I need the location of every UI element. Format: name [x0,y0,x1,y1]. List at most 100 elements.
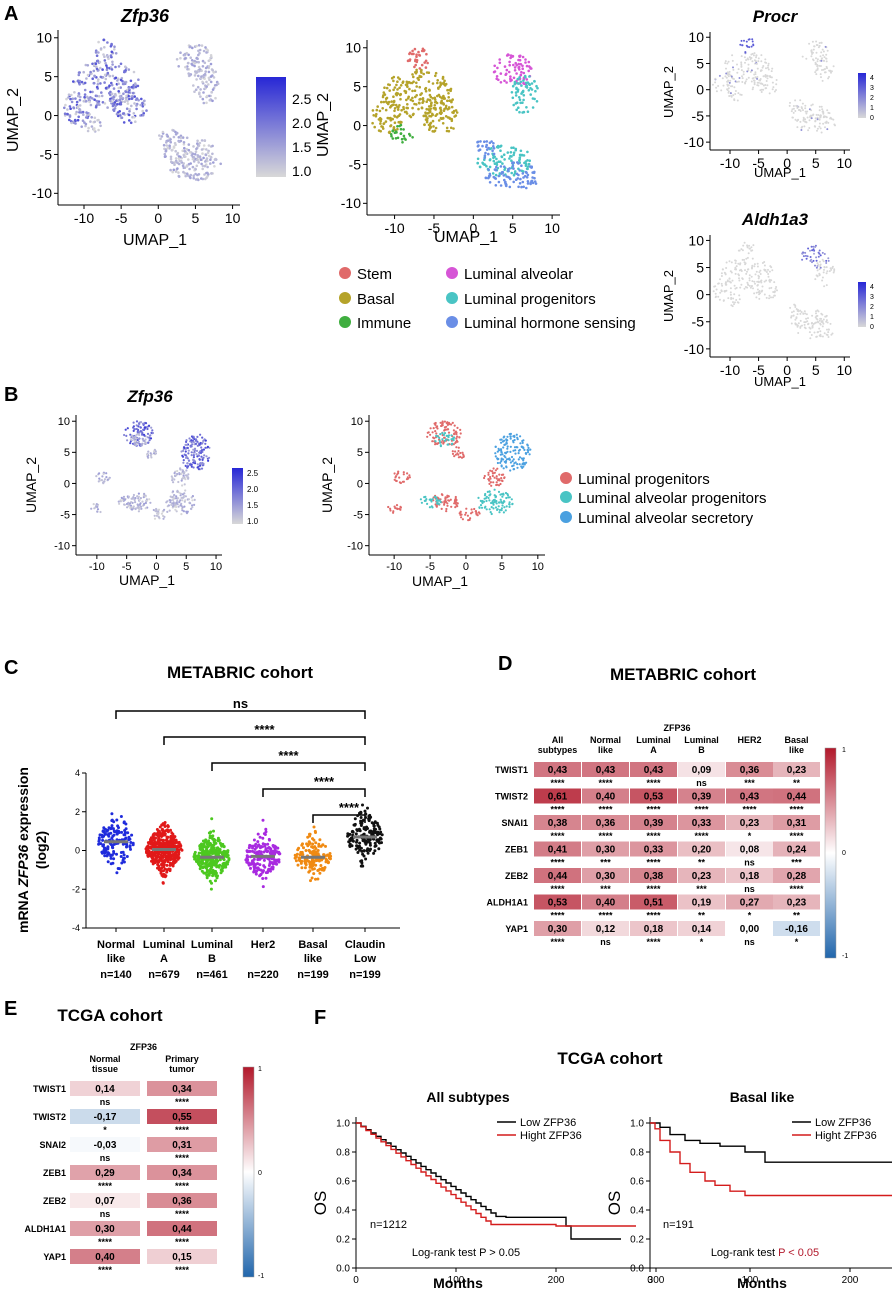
umap-point [753,265,756,268]
umap-point [422,114,426,118]
umap-point [454,495,457,499]
umap-point [481,501,484,505]
umap-point [759,269,762,272]
umap-point [193,153,197,156]
umap-point [489,469,492,472]
y-tick-label: -5 [40,146,53,162]
umap-point [66,112,69,116]
umap-point [803,321,806,324]
umap-point [192,441,195,444]
umap-point [209,162,212,165]
umap-point [78,108,82,112]
subtype-point [206,845,210,849]
subtype-point [267,846,271,850]
umap-point [109,97,112,101]
umap-point [197,65,201,69]
umap-point [86,64,90,67]
subtype-point [312,838,316,842]
umap-point [174,157,178,160]
umap-point [425,71,429,74]
umap-point [714,285,717,288]
umap-point [450,443,453,446]
umap-point [139,497,142,500]
umap-point [168,144,171,147]
umap-point [446,502,449,505]
umap-point [734,262,737,265]
subtype-point [171,838,175,842]
umap-point [200,69,203,73]
umap-point [160,512,163,515]
umap-point [501,453,504,456]
umap-point [521,55,525,59]
umap-point [383,86,386,89]
umap-point [77,71,81,74]
umap-point [464,511,468,514]
umap-point [95,94,99,98]
umap-point [510,155,513,158]
umap-point [84,122,88,126]
umap-point [183,505,186,508]
umap-point [121,112,125,115]
umap-point [794,306,797,308]
subtype-point [218,863,222,867]
umap-point [532,171,536,175]
umap-point [207,76,211,80]
umap-point [753,79,756,82]
umap-point [811,261,813,264]
umap-point [512,63,515,67]
umap-point [522,94,526,97]
umap-point [141,109,144,113]
subtype-point [158,825,162,829]
subtype-point [377,825,381,829]
subtype-point [300,866,304,870]
subtype-point [271,862,275,866]
umap-point [827,77,830,80]
umap-point [213,165,216,168]
umap-point [819,263,822,266]
umap-point [389,124,393,127]
umap-point [195,147,198,151]
umap-point [825,116,828,119]
umap-point [803,323,806,326]
umap-point [175,58,179,61]
umap-point [175,505,178,509]
umap-point [200,44,204,47]
umap-point [494,469,497,472]
umap-point [413,65,416,69]
umap-point [805,257,808,260]
umap-point [129,433,132,436]
umap-point [383,93,387,96]
umap-point [391,137,395,140]
umap-point [182,170,185,174]
subtype-point [160,873,164,877]
umap-point [134,507,137,510]
umap-point [828,112,831,115]
umap-point [160,135,164,138]
subtype-point [361,852,365,856]
subtype-point [310,845,314,849]
umap-point [815,40,818,43]
subtype-point [169,828,172,832]
umap-point [514,449,517,452]
umap-point [804,312,807,315]
umap-point [714,292,717,295]
umap-point [509,461,512,464]
umap-point [188,437,191,440]
umap-point [802,118,805,121]
umap-point [459,451,462,455]
umap-point [128,502,132,505]
subtype-point [373,841,377,845]
umap-point [508,457,511,460]
umap-point [734,268,737,271]
umap-point [400,120,403,124]
umap-point [381,107,385,110]
umap-point [740,55,743,58]
umap-point [818,118,821,121]
umap-point [378,109,382,113]
umap-point [719,291,722,294]
umap-point [431,431,434,434]
umap-point [101,101,105,104]
umap-point [715,295,717,298]
umap-point [439,106,442,110]
umap-point [725,76,728,79]
